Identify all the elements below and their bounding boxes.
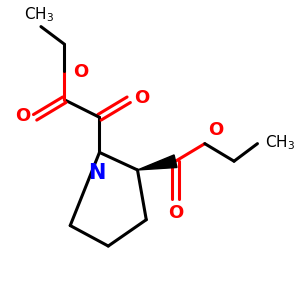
Text: O: O (168, 204, 183, 222)
Text: CH$_3$: CH$_3$ (24, 5, 55, 24)
Polygon shape (137, 155, 177, 170)
Text: O: O (135, 89, 150, 107)
Text: CH$_3$: CH$_3$ (265, 133, 295, 152)
Text: O: O (208, 121, 223, 139)
Text: N: N (88, 163, 105, 183)
Text: O: O (16, 107, 31, 125)
Text: O: O (73, 63, 88, 81)
